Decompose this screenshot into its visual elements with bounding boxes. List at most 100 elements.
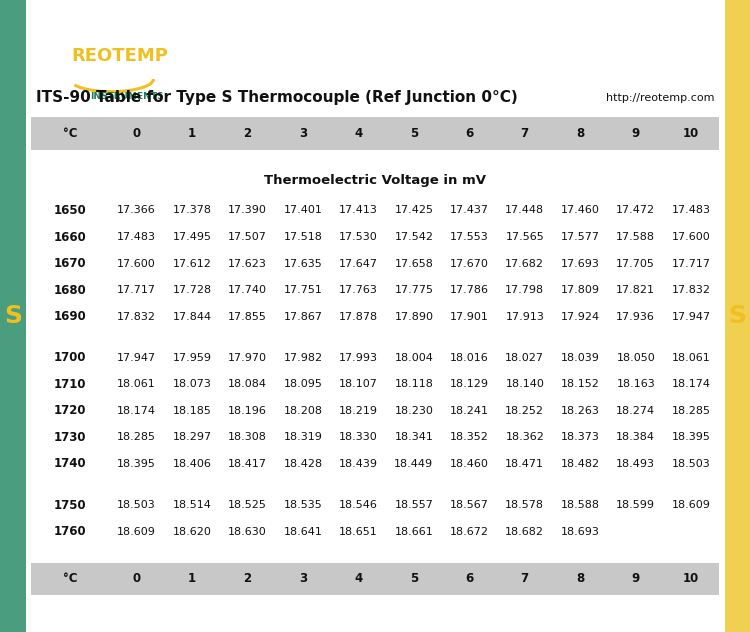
Text: 18.107: 18.107 bbox=[339, 379, 378, 389]
Text: 18.578: 18.578 bbox=[506, 500, 544, 510]
Text: REOTEMP: REOTEMP bbox=[71, 47, 168, 65]
Text: 18.373: 18.373 bbox=[561, 432, 600, 442]
Text: 6: 6 bbox=[465, 573, 473, 585]
Text: 17.809: 17.809 bbox=[561, 285, 600, 295]
Text: 17.751: 17.751 bbox=[284, 285, 322, 295]
Text: 18.362: 18.362 bbox=[506, 432, 544, 442]
Text: 7: 7 bbox=[520, 573, 529, 585]
Text: 18.428: 18.428 bbox=[284, 459, 322, 469]
Text: 17.970: 17.970 bbox=[228, 353, 267, 363]
Text: 18.514: 18.514 bbox=[172, 500, 211, 510]
Text: 17.682: 17.682 bbox=[506, 258, 544, 269]
Text: 18.241: 18.241 bbox=[450, 406, 489, 416]
Text: 18.163: 18.163 bbox=[616, 379, 655, 389]
Text: 18.395: 18.395 bbox=[672, 432, 710, 442]
Text: 17.612: 17.612 bbox=[172, 258, 211, 269]
Text: 17.437: 17.437 bbox=[450, 205, 489, 216]
Text: 17.448: 17.448 bbox=[506, 205, 544, 216]
Text: 18.672: 18.672 bbox=[450, 526, 489, 537]
Text: 18.061: 18.061 bbox=[672, 353, 710, 363]
Text: 1720: 1720 bbox=[54, 404, 86, 417]
Text: 17.693: 17.693 bbox=[561, 258, 600, 269]
Text: 5: 5 bbox=[410, 573, 418, 585]
Text: 17.913: 17.913 bbox=[506, 312, 544, 322]
Text: 18.599: 18.599 bbox=[616, 500, 656, 510]
Text: 18.341: 18.341 bbox=[394, 432, 433, 442]
Text: 1760: 1760 bbox=[54, 525, 86, 538]
Text: 3: 3 bbox=[299, 573, 307, 585]
Text: 17.577: 17.577 bbox=[561, 232, 600, 242]
Text: 17.553: 17.553 bbox=[450, 232, 489, 242]
Text: 18.129: 18.129 bbox=[450, 379, 489, 389]
Text: 18.252: 18.252 bbox=[506, 406, 544, 416]
Text: 18.208: 18.208 bbox=[284, 406, 322, 416]
Text: 18.330: 18.330 bbox=[339, 432, 378, 442]
Bar bbox=[31, 117, 719, 150]
Text: 18.004: 18.004 bbox=[394, 353, 433, 363]
Text: 18.174: 18.174 bbox=[117, 406, 156, 416]
Text: °C: °C bbox=[63, 573, 77, 585]
Text: 1680: 1680 bbox=[53, 284, 86, 296]
Text: 17.600: 17.600 bbox=[117, 258, 156, 269]
Text: 18.482: 18.482 bbox=[561, 459, 600, 469]
Text: 18.263: 18.263 bbox=[561, 406, 600, 416]
Text: 18.152: 18.152 bbox=[561, 379, 600, 389]
Text: 18.140: 18.140 bbox=[506, 379, 544, 389]
Text: 17.901: 17.901 bbox=[450, 312, 489, 322]
Text: 17.390: 17.390 bbox=[228, 205, 267, 216]
Text: 18.557: 18.557 bbox=[394, 500, 433, 510]
Text: 17.413: 17.413 bbox=[339, 205, 378, 216]
Text: 17.878: 17.878 bbox=[339, 312, 378, 322]
Text: 1710: 1710 bbox=[54, 378, 86, 391]
Text: 17.507: 17.507 bbox=[228, 232, 267, 242]
Text: 1700: 1700 bbox=[54, 351, 86, 364]
Text: 3: 3 bbox=[299, 127, 307, 140]
Text: 18.285: 18.285 bbox=[117, 432, 156, 442]
Text: 18.620: 18.620 bbox=[172, 526, 211, 537]
Text: 17.740: 17.740 bbox=[228, 285, 267, 295]
Text: 17.495: 17.495 bbox=[172, 232, 211, 242]
Text: 18.016: 18.016 bbox=[450, 353, 489, 363]
Text: 2: 2 bbox=[244, 127, 251, 140]
Text: 18.503: 18.503 bbox=[117, 500, 156, 510]
Text: 17.378: 17.378 bbox=[172, 205, 211, 216]
Text: 1: 1 bbox=[188, 127, 196, 140]
Text: 18.039: 18.039 bbox=[561, 353, 600, 363]
Text: 18.061: 18.061 bbox=[117, 379, 156, 389]
Text: 10: 10 bbox=[683, 127, 699, 140]
Text: 17.786: 17.786 bbox=[450, 285, 489, 295]
Text: 1740: 1740 bbox=[54, 458, 86, 470]
Text: 18.682: 18.682 bbox=[506, 526, 544, 537]
Text: 18.384: 18.384 bbox=[616, 432, 656, 442]
Text: 17.401: 17.401 bbox=[284, 205, 322, 216]
Text: 18.460: 18.460 bbox=[450, 459, 489, 469]
Text: 17.832: 17.832 bbox=[117, 312, 156, 322]
Text: 18.535: 18.535 bbox=[284, 500, 322, 510]
Text: 18.308: 18.308 bbox=[228, 432, 267, 442]
Text: 17.670: 17.670 bbox=[450, 258, 489, 269]
Text: 17.635: 17.635 bbox=[284, 258, 322, 269]
Text: 18.661: 18.661 bbox=[394, 526, 433, 537]
Text: 4: 4 bbox=[354, 573, 362, 585]
Text: 18.185: 18.185 bbox=[172, 406, 211, 416]
Text: 18.567: 18.567 bbox=[450, 500, 489, 510]
Text: 7: 7 bbox=[520, 127, 529, 140]
Text: 17.775: 17.775 bbox=[394, 285, 433, 295]
Text: 17.844: 17.844 bbox=[172, 312, 211, 322]
Text: 6: 6 bbox=[465, 127, 473, 140]
Text: 17.982: 17.982 bbox=[284, 353, 322, 363]
Text: 18.352: 18.352 bbox=[450, 432, 489, 442]
Text: 18.219: 18.219 bbox=[339, 406, 378, 416]
Text: 18.406: 18.406 bbox=[172, 459, 211, 469]
Text: 18.609: 18.609 bbox=[672, 500, 710, 510]
Text: 17.890: 17.890 bbox=[394, 312, 433, 322]
Text: 18.525: 18.525 bbox=[228, 500, 267, 510]
Text: 17.518: 17.518 bbox=[284, 232, 322, 242]
Text: 18.285: 18.285 bbox=[672, 406, 711, 416]
Text: S: S bbox=[728, 304, 746, 328]
Text: 1: 1 bbox=[188, 573, 196, 585]
Text: 18.693: 18.693 bbox=[561, 526, 600, 537]
Text: 18.073: 18.073 bbox=[172, 379, 211, 389]
Text: 17.867: 17.867 bbox=[284, 312, 322, 322]
Text: 17.959: 17.959 bbox=[172, 353, 211, 363]
